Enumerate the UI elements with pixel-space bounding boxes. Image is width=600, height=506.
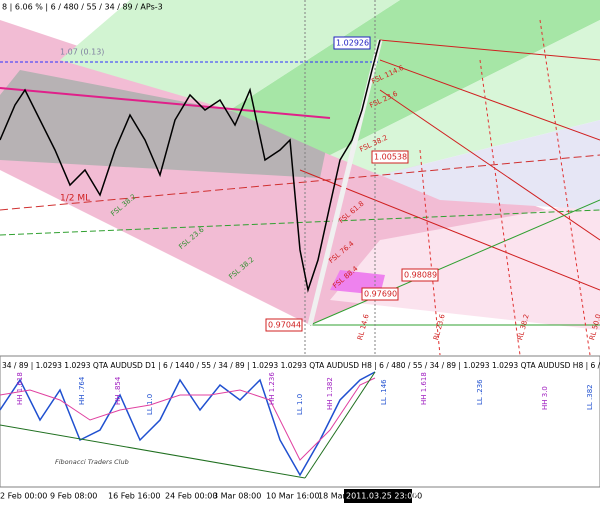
indicator-label: HH .854 xyxy=(114,376,122,405)
green-dash xyxy=(0,209,600,236)
median-line xyxy=(0,87,331,119)
indicator-label: LL 1.0 xyxy=(296,394,304,415)
time-axis xyxy=(0,487,600,506)
time-label: 18 Mar xyxy=(318,492,347,501)
cursor-time-box xyxy=(344,489,412,503)
time-label: 9 Feb 08:00 xyxy=(50,492,97,501)
indicator-lines xyxy=(0,371,376,479)
time-label: 2 Feb 00:00 xyxy=(0,492,47,501)
green-light xyxy=(60,0,400,110)
indicator-label: HH 3.0 xyxy=(541,386,549,410)
label-box xyxy=(333,36,371,50)
indicator-label: LL 1.0 xyxy=(146,394,154,415)
gray-band xyxy=(0,70,330,178)
green-line xyxy=(309,199,600,326)
red-line xyxy=(379,89,600,241)
indicator-label: LL .236 xyxy=(476,379,484,405)
watermark: Fibonacci Traders Club xyxy=(55,458,129,466)
price-label: 1.00538 xyxy=(374,153,407,162)
label-box xyxy=(401,268,439,282)
red-line xyxy=(379,39,600,61)
time-label: 24 Feb 00:00 xyxy=(165,492,217,501)
green-light-2 xyxy=(330,20,600,175)
label-box xyxy=(361,287,399,301)
time-label: 3 Mar 08:00 xyxy=(213,492,261,501)
indicator-panel xyxy=(0,355,600,488)
pink-osc xyxy=(0,377,376,461)
chart-note: 1/2 ML xyxy=(60,194,90,204)
cursor-time: 2011.03.25 23:02 xyxy=(346,492,417,501)
indicator-label: HH 1.236 xyxy=(268,372,276,405)
indicator-label: LL .146 xyxy=(380,379,388,405)
red-grid xyxy=(479,59,521,356)
time-label: 00 xyxy=(412,492,422,501)
red-dash xyxy=(0,154,600,211)
grid-label: RL 50.0 xyxy=(588,313,600,341)
time-label: 16 Feb 16:00 xyxy=(108,492,160,501)
price-label: 0.97690 xyxy=(364,290,397,299)
chart-note: 1.07 (0.13) xyxy=(60,48,104,57)
label-box xyxy=(371,150,409,164)
price-path xyxy=(0,39,381,293)
indicator-header: 34 / 89 | 1.0293 1.0293 QTA AUDUSD D1 | … xyxy=(2,361,600,370)
trend-lines xyxy=(0,0,600,487)
price-label: 1.02926 xyxy=(336,39,369,48)
red-grid xyxy=(539,19,591,356)
time-label: 10 Mar 16:00 xyxy=(266,492,319,501)
label-box xyxy=(265,318,303,332)
indicator-label: HH .764 xyxy=(78,376,86,405)
green-band xyxy=(230,0,600,155)
indicator-label: HH 1.618 xyxy=(420,372,428,405)
indicator-label: HH 1.382 xyxy=(326,377,334,410)
trend xyxy=(0,424,306,479)
indicator-label: HH 1.618 xyxy=(16,372,24,405)
price-label: 0.98089 xyxy=(404,271,437,280)
indicator-label: LL .382 xyxy=(586,384,594,410)
price-label: 0.97044 xyxy=(268,321,301,330)
header: 8 | 6.06 % | 6 / 480 / 55 / 34 / 89 / AP… xyxy=(2,3,163,12)
red-grid xyxy=(419,149,441,356)
red-line xyxy=(299,169,600,291)
trend xyxy=(304,371,376,479)
red-line xyxy=(379,59,600,141)
